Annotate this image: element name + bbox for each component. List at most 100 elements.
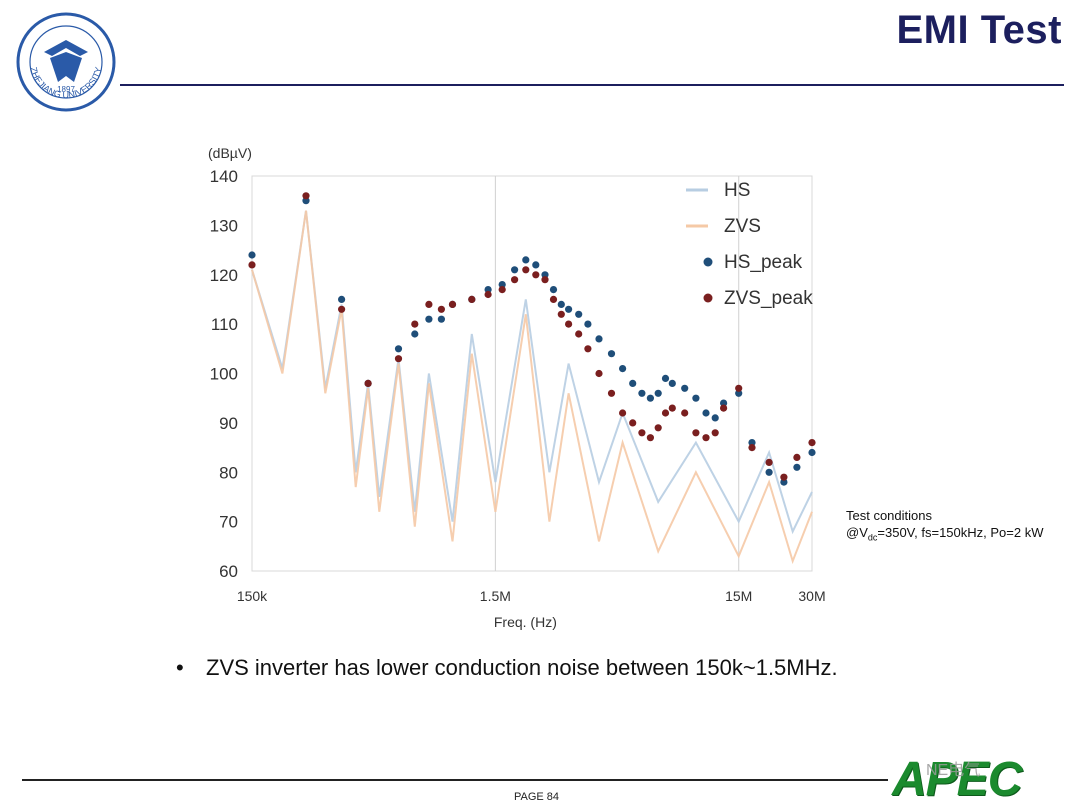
data-point-zvs-peak: [565, 320, 573, 328]
y-tick-label: 90: [219, 414, 238, 433]
data-point-zvs-peak: [808, 439, 816, 447]
data-point-hs-peak: [394, 345, 403, 353]
x-tick-label: 1.5M: [480, 588, 511, 604]
x-tick-label: 150k: [237, 588, 268, 604]
watermark-text: NE电气: [926, 762, 981, 779]
data-point-zvs-peak: [702, 434, 710, 442]
cond-v-prefix: @V: [846, 525, 868, 540]
data-point-hs-peak: [411, 330, 419, 338]
data-point-zvs-peak: [668, 404, 676, 412]
cond-v-sub: dc: [867, 532, 878, 543]
emi-chart: 60 70 80 90 100 110 120 130 140 150k 1.5M 15M 30M (dB…: [208, 145, 826, 630]
test-conditions-values: @Vdc=350V, fs=150kHz, Po=2 kW: [846, 524, 1066, 547]
legend-label: ZVS: [724, 216, 761, 237]
data-point-hs-peak: [668, 379, 676, 387]
data-point-hs-peak: [532, 261, 540, 269]
data-point-zvs-peak: [575, 330, 583, 338]
data-point-zvs-peak: [498, 286, 506, 294]
data-point-hs-peak: [557, 300, 565, 308]
data-point-zvs-peak: [584, 345, 592, 353]
data-point-hs-peak: [748, 439, 756, 447]
x-tick-label: 30M: [798, 588, 825, 604]
data-point-hs-peak: [437, 315, 445, 323]
data-point-zvs-peak: [765, 458, 773, 466]
data-point-hs-peak: [808, 448, 816, 457]
data-point-zvs-peak: [411, 320, 419, 328]
data-point-zvs-peak: [484, 290, 492, 299]
data-point-hs-peak: [498, 281, 506, 289]
data-point-hs-peak: [702, 409, 710, 417]
data-point-zvs-peak: [654, 424, 662, 432]
data-point-zvs-peak: [638, 429, 646, 437]
data-point-zvs-peak: [549, 295, 558, 303]
data-point-zvs-peak: [364, 379, 372, 387]
legend-label: HS: [724, 180, 750, 201]
cond-v-rest: =350V, fs=150kHz, Po=2 kW: [877, 525, 1044, 540]
data-point-hs-peak: [522, 256, 530, 264]
data-point-zvs-peak: [448, 300, 457, 308]
page-number: PAGE 84: [514, 791, 560, 803]
footer-divider: [22, 779, 888, 781]
data-point-hs-peak: [575, 310, 583, 318]
data-point-zvs-peak: [511, 276, 519, 284]
data-point-zvs-peak: [720, 404, 728, 412]
data-point-zvs-peak: [629, 419, 637, 427]
legend-label: HS_peak: [724, 252, 803, 273]
data-point-zvs-peak: [681, 409, 689, 417]
data-point-zvs-peak: [557, 310, 565, 318]
zhejiang-university-logo-icon: 1897 ZHEJIANG UNIVERSITY: [16, 12, 116, 112]
y-tick-label: 130: [210, 216, 238, 235]
data-point-zvs-peak: [541, 276, 549, 284]
data-point-hs-peak: [638, 389, 646, 397]
data-point-zvs-peak: [780, 473, 788, 481]
y-tick-label: 100: [210, 365, 238, 384]
data-point-zvs-peak: [425, 300, 433, 308]
data-point-zvs-peak: [437, 305, 445, 313]
data-point-hs-peak: [511, 266, 519, 274]
y-tick-label: 60: [219, 562, 238, 581]
series-line-hs: [251, 210, 813, 535]
y-tick-label: 110: [211, 315, 238, 334]
title-divider: [120, 84, 1064, 86]
data-point-hs-peak: [607, 350, 616, 358]
test-conditions: Test conditions @Vdc=350V, fs=150kHz, Po…: [846, 507, 1066, 547]
legend-label: ZVS_peak: [724, 288, 813, 309]
data-point-zvs-peak: [735, 384, 743, 392]
data-point-zvs-peak: [661, 409, 670, 417]
data-point-hs-peak: [248, 251, 256, 259]
data-point-hs-peak: [692, 394, 700, 402]
data-point-hs-peak: [425, 315, 433, 323]
data-point-hs-peak: [646, 394, 654, 402]
data-point-zvs-peak: [793, 453, 801, 461]
data-point-zvs-peak: [646, 434, 654, 442]
data-point-hs-peak: [711, 414, 719, 422]
bullet-text: ZVS inverter has lower conduction noise …: [206, 655, 838, 680]
bullet-point: • ZVS inverter has lower conduction noise…: [176, 655, 838, 681]
test-conditions-heading: Test conditions: [846, 508, 932, 523]
y-tick-label: 120: [210, 266, 238, 285]
data-point-zvs-peak: [394, 355, 403, 363]
x-axis-label: Freq. (Hz): [494, 614, 557, 630]
data-point-hs-peak: [720, 399, 728, 407]
data-point-hs-peak: [765, 468, 773, 476]
y-axis-label: (dBµV): [208, 145, 252, 161]
data-point-zvs-peak: [248, 261, 256, 269]
data-point-hs-peak: [565, 305, 573, 313]
bullet-dot-icon: •: [176, 655, 184, 680]
data-point-zvs-peak: [338, 305, 346, 313]
y-tick-label: 80: [219, 463, 238, 482]
data-point-zvs-peak: [619, 409, 627, 417]
data-point-hs-peak: [735, 389, 743, 397]
data-point-zvs-peak: [532, 271, 540, 279]
legend-swatch: [703, 257, 713, 267]
data-point-hs-peak: [681, 384, 689, 392]
slide-title: EMI Test: [896, 8, 1062, 52]
data-point-zvs-peak: [302, 192, 310, 200]
data-point-hs-peak: [619, 365, 627, 373]
y-tick-label: 70: [219, 513, 238, 532]
legend-swatch: [703, 293, 713, 303]
data-point-hs-peak: [549, 286, 558, 294]
data-point-hs-peak: [338, 295, 346, 303]
data-point-hs-peak: [793, 463, 801, 471]
data-point-hs-peak: [654, 389, 662, 397]
